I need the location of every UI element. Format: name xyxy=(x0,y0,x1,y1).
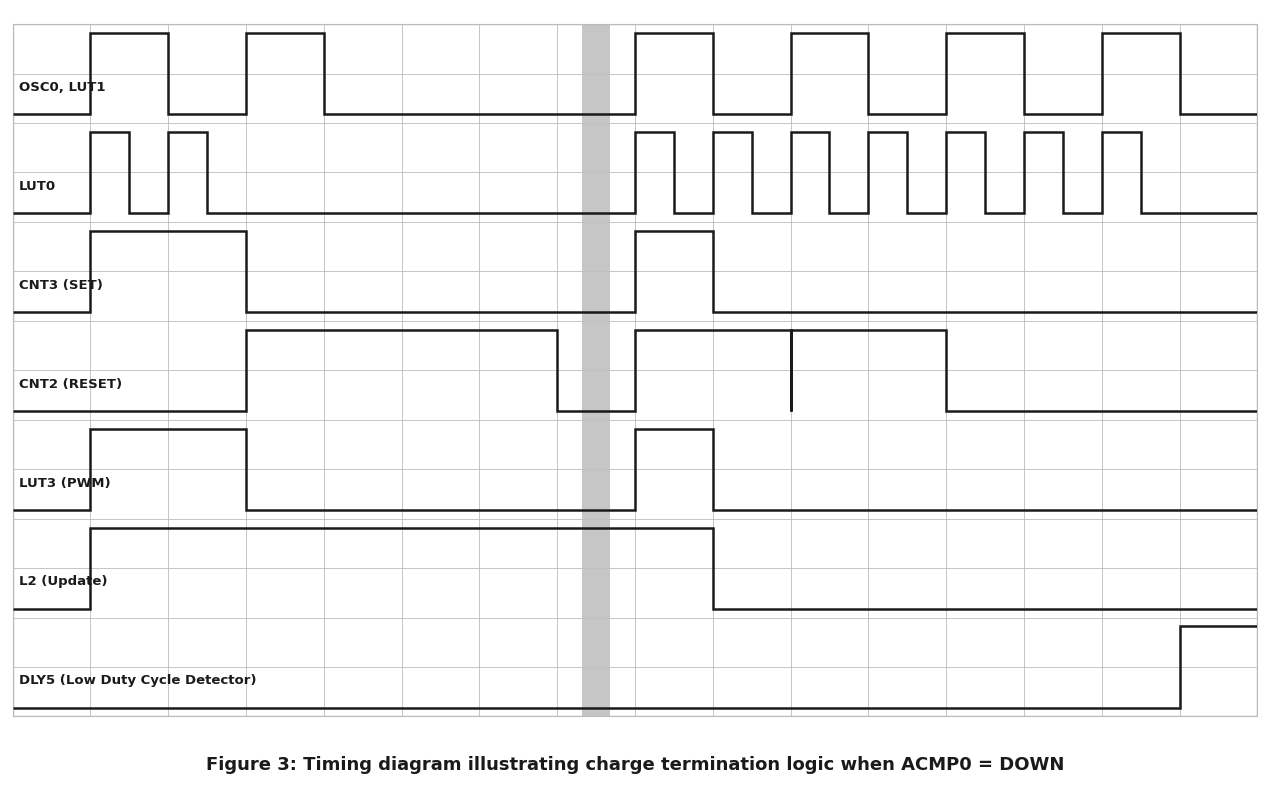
Text: CNT2 (RESET): CNT2 (RESET) xyxy=(19,378,122,390)
Text: L2 (Update): L2 (Update) xyxy=(19,576,108,588)
Text: Figure 3: Timing diagram illustrating charge termination logic when ACMP0 = DOWN: Figure 3: Timing diagram illustrating ch… xyxy=(206,756,1064,774)
Text: OSC0, LUT1: OSC0, LUT1 xyxy=(19,81,105,94)
Text: DLY5 (Low Duty Cycle Detector): DLY5 (Low Duty Cycle Detector) xyxy=(19,675,257,687)
Text: LUT0: LUT0 xyxy=(19,180,56,193)
Text: LUT3 (PWM): LUT3 (PWM) xyxy=(19,477,110,489)
Bar xyxy=(583,24,610,716)
Text: CNT3 (SET): CNT3 (SET) xyxy=(19,279,103,291)
